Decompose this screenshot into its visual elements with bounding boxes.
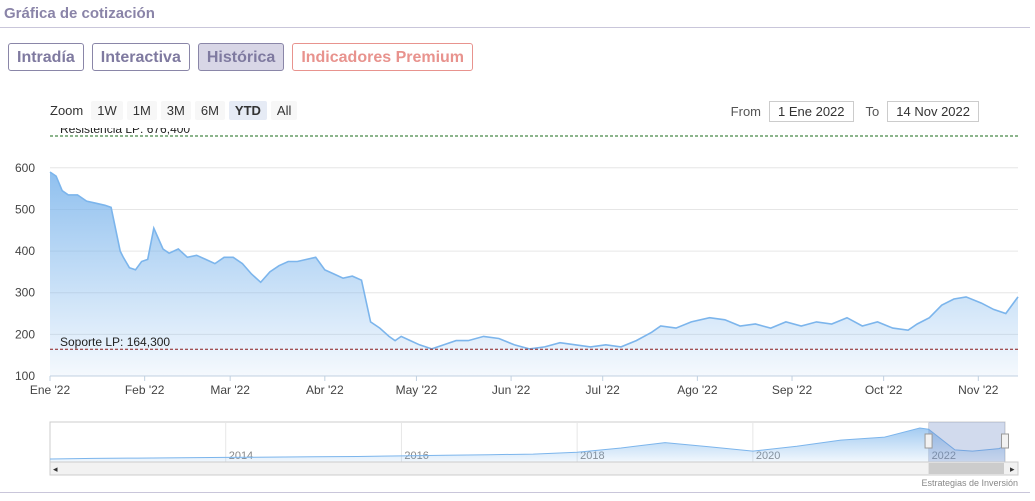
x-tick-label: May '22 (396, 383, 438, 397)
navigator[interactable]: 20142016201820202022◂▸ (49, 421, 1019, 476)
chart-tabs: Intradía Interactiva Histórica Indicador… (8, 43, 474, 71)
from-label: From (730, 104, 762, 119)
zoom-button-3m[interactable]: 3M (160, 101, 191, 120)
navigator-handle-left[interactable] (924, 433, 933, 449)
zoom-label: Zoom (50, 103, 84, 118)
y-tick-label: 600 (15, 161, 35, 175)
scrollbar-track[interactable] (49, 461, 1019, 476)
page-title: Gráfica de cotización (4, 5, 155, 22)
header-divider (0, 27, 1030, 28)
x-tick-label: Mar '22 (210, 383, 250, 397)
support-label: Soporte LP: 164,300 (60, 335, 170, 349)
scroll-right-arrow-icon[interactable]: ▸ (1010, 464, 1015, 474)
navigator-area (50, 428, 1005, 462)
zoom-selector: Zoom 1W 1M 3M 6M YTD All (50, 101, 298, 120)
to-label: To (865, 104, 880, 119)
x-tick-label: Ene '22 (30, 383, 71, 397)
tab-historica[interactable]: Histórica (197, 43, 285, 71)
zoom-button-6m[interactable]: 6M (194, 101, 225, 120)
x-tick-label: Jun '22 (492, 383, 531, 397)
x-tick-label: Ago '22 (677, 383, 718, 397)
x-axis: Ene '22 Feb '22 Mar '22 Abr '22 May '22 Jun '… (30, 375, 1018, 397)
y-tick-label: 500 (15, 202, 35, 216)
zoom-button-1m[interactable]: 1M (126, 101, 157, 120)
y-tick-label: 300 (15, 286, 35, 300)
from-date-input[interactable]: 1 Ene 2022 (769, 101, 854, 122)
price-area-fill (50, 172, 1018, 376)
zoom-button-ytd[interactable]: YTD (228, 101, 267, 120)
price-chart: Resistencia LP: 676,400 Soporte LP: 164,… (15, 128, 1019, 488)
y-tick-label: 400 (15, 244, 35, 258)
scroll-left-arrow-icon[interactable]: ◂ (53, 464, 58, 474)
footer-divider (0, 492, 1030, 493)
chart-credit: Estrategias de Inversión (921, 478, 1018, 488)
price-area (49, 171, 1019, 376)
x-tick-label: Feb '22 (125, 383, 165, 397)
price-line (49, 171, 1019, 350)
x-tick-label: Jul '22 (586, 383, 621, 397)
date-range-selector: From 1 Ene 2022 To 14 Nov 2022 (731, 101, 979, 122)
x-tick-label: Sep '22 (772, 383, 813, 397)
to-date-input[interactable]: 14 Nov 2022 (887, 101, 979, 122)
x-tick-label: Abr '22 (306, 383, 344, 397)
y-axis: 100 200 300 400 500 600 (15, 161, 35, 383)
navigator-handle-right[interactable] (1001, 433, 1009, 449)
x-tick-label: Oct '22 (865, 383, 903, 397)
tab-interactiva[interactable]: Interactiva (91, 43, 190, 71)
y-tick-label: 100 (15, 369, 35, 383)
zoom-button-all[interactable]: All (270, 101, 298, 120)
tab-intradia[interactable]: Intradía (8, 43, 84, 71)
resistance-label: Resistencia LP: 676,400 (60, 128, 190, 136)
zoom-button-1w[interactable]: 1W (91, 101, 123, 120)
navigator-range-mask[interactable] (928, 422, 1005, 462)
tab-indicadores-premium[interactable]: Indicadores Premium (292, 43, 474, 71)
x-tick-label: Nov '22 (958, 383, 999, 397)
navigator-line (49, 427, 1006, 460)
support-resistance-lines: Resistencia LP: 676,400 Soporte LP: 164,… (50, 128, 1018, 350)
scrollbar-thumb[interactable] (928, 463, 1004, 474)
y-tick-label: 200 (15, 327, 35, 341)
